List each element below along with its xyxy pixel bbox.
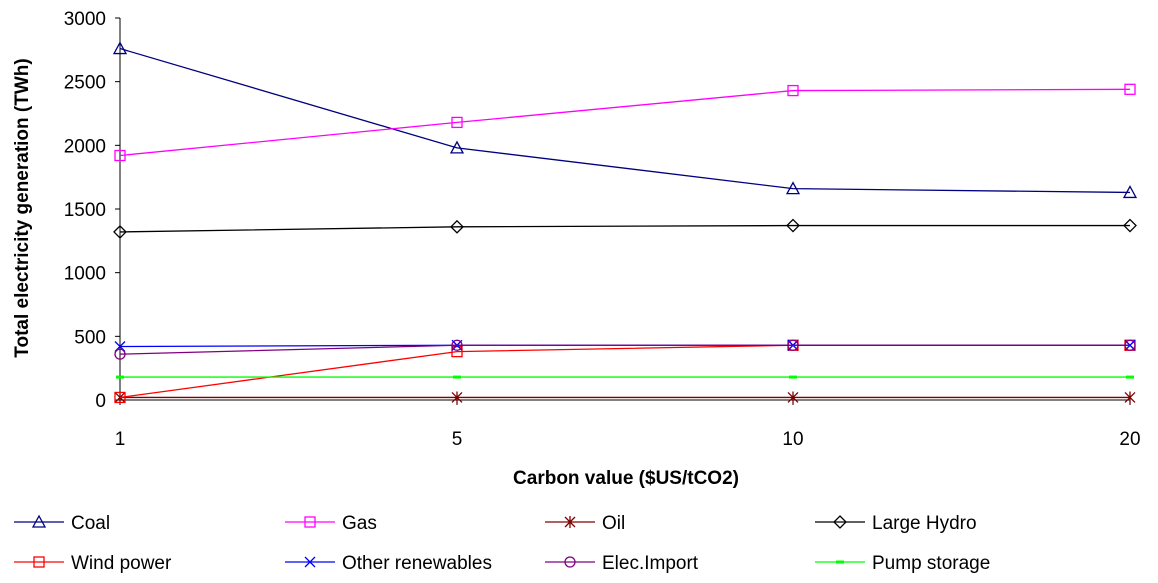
marker-diamond bbox=[786, 218, 800, 233]
series-line bbox=[119, 224, 1130, 233]
plot-area bbox=[112, 41, 1138, 404]
x-tick-label: 20 bbox=[1119, 429, 1140, 450]
series-line bbox=[119, 88, 1131, 157]
series-gas bbox=[114, 83, 1136, 162]
marker-square bbox=[114, 149, 126, 162]
series-line bbox=[119, 344, 1130, 355]
marker-diamond bbox=[113, 225, 127, 239]
marker-square bbox=[304, 516, 316, 528]
marker-circle bbox=[564, 556, 576, 568]
marker-diamond bbox=[833, 515, 847, 529]
legend-item: Gas bbox=[285, 513, 377, 534]
legend: Coal Gas Oil Large Hydro Wind power Other ren… bbox=[14, 513, 990, 574]
marker-asterisk bbox=[564, 516, 576, 528]
y-tick-label: 2500 bbox=[64, 73, 106, 94]
legend-label: Oil bbox=[602, 513, 625, 534]
legend-item: Oil bbox=[545, 513, 625, 534]
marker-asterisk bbox=[451, 391, 463, 404]
marker-diamond bbox=[450, 219, 464, 234]
legend-label: Large Hydro bbox=[872, 513, 977, 534]
legend-label: Coal bbox=[71, 513, 110, 534]
legend-item: Other renewables bbox=[285, 553, 492, 574]
series-elec-import bbox=[114, 339, 1136, 360]
y-tick-label: 1500 bbox=[64, 200, 106, 221]
axes: 0 500 1000 1500 2000 2500 3000 1 5 10 20 bbox=[64, 9, 1141, 450]
legend-label: Gas bbox=[342, 513, 377, 534]
marker-circle bbox=[114, 348, 126, 360]
marker-square bbox=[451, 345, 463, 358]
marker-square bbox=[33, 556, 45, 568]
legend-label: Other renewables bbox=[342, 553, 492, 574]
legend-item: Large Hydro bbox=[815, 513, 977, 534]
series-wind-power bbox=[114, 339, 1136, 404]
legend-label: Pump storage bbox=[872, 553, 990, 574]
y-tick-label: 3000 bbox=[64, 9, 106, 30]
series-oil bbox=[114, 391, 1136, 404]
marker-square bbox=[1124, 83, 1136, 95]
marker-triangle bbox=[785, 181, 801, 195]
marker-diamond bbox=[1123, 218, 1137, 233]
legend-item: Wind power bbox=[14, 553, 172, 574]
series-line bbox=[119, 344, 1130, 399]
legend-item: Pump storage bbox=[815, 553, 990, 574]
marker-asterisk bbox=[787, 391, 799, 404]
marker-circle bbox=[1124, 339, 1136, 351]
legend-label: Wind power bbox=[71, 553, 172, 574]
marker-triangle bbox=[31, 514, 47, 528]
marker-circle bbox=[451, 339, 463, 351]
y-tick-label: 0 bbox=[95, 391, 106, 412]
marker-triangle bbox=[449, 140, 465, 154]
x-tick-label: 5 bbox=[452, 429, 463, 450]
marker-square bbox=[114, 391, 126, 404]
marker-square bbox=[787, 84, 799, 97]
x-tick-label: 1 bbox=[115, 429, 126, 450]
y-tick-label: 1000 bbox=[64, 264, 106, 285]
marker-triangle bbox=[112, 41, 128, 55]
series-line bbox=[119, 47, 1131, 194]
x-axis-title: Carbon value ($US/tCO2) bbox=[513, 468, 739, 489]
legend-item: Coal bbox=[14, 513, 110, 534]
y-tick-label: 2000 bbox=[64, 136, 106, 157]
legend-label: Elec.Import bbox=[602, 553, 699, 574]
marker-triangle bbox=[1122, 185, 1138, 199]
marker-asterisk bbox=[1124, 391, 1136, 404]
y-tick-label: 500 bbox=[74, 327, 106, 348]
y-axis-title: Total electricity generation (TWh) bbox=[12, 58, 33, 357]
marker-circle bbox=[787, 339, 799, 351]
series-large-hydro bbox=[113, 218, 1137, 239]
x-tick-label: 10 bbox=[782, 429, 803, 450]
marker-square bbox=[451, 116, 463, 129]
legend-item: Elec.Import bbox=[545, 553, 699, 574]
marker-x bbox=[304, 556, 316, 568]
series-coal bbox=[112, 41, 1138, 199]
